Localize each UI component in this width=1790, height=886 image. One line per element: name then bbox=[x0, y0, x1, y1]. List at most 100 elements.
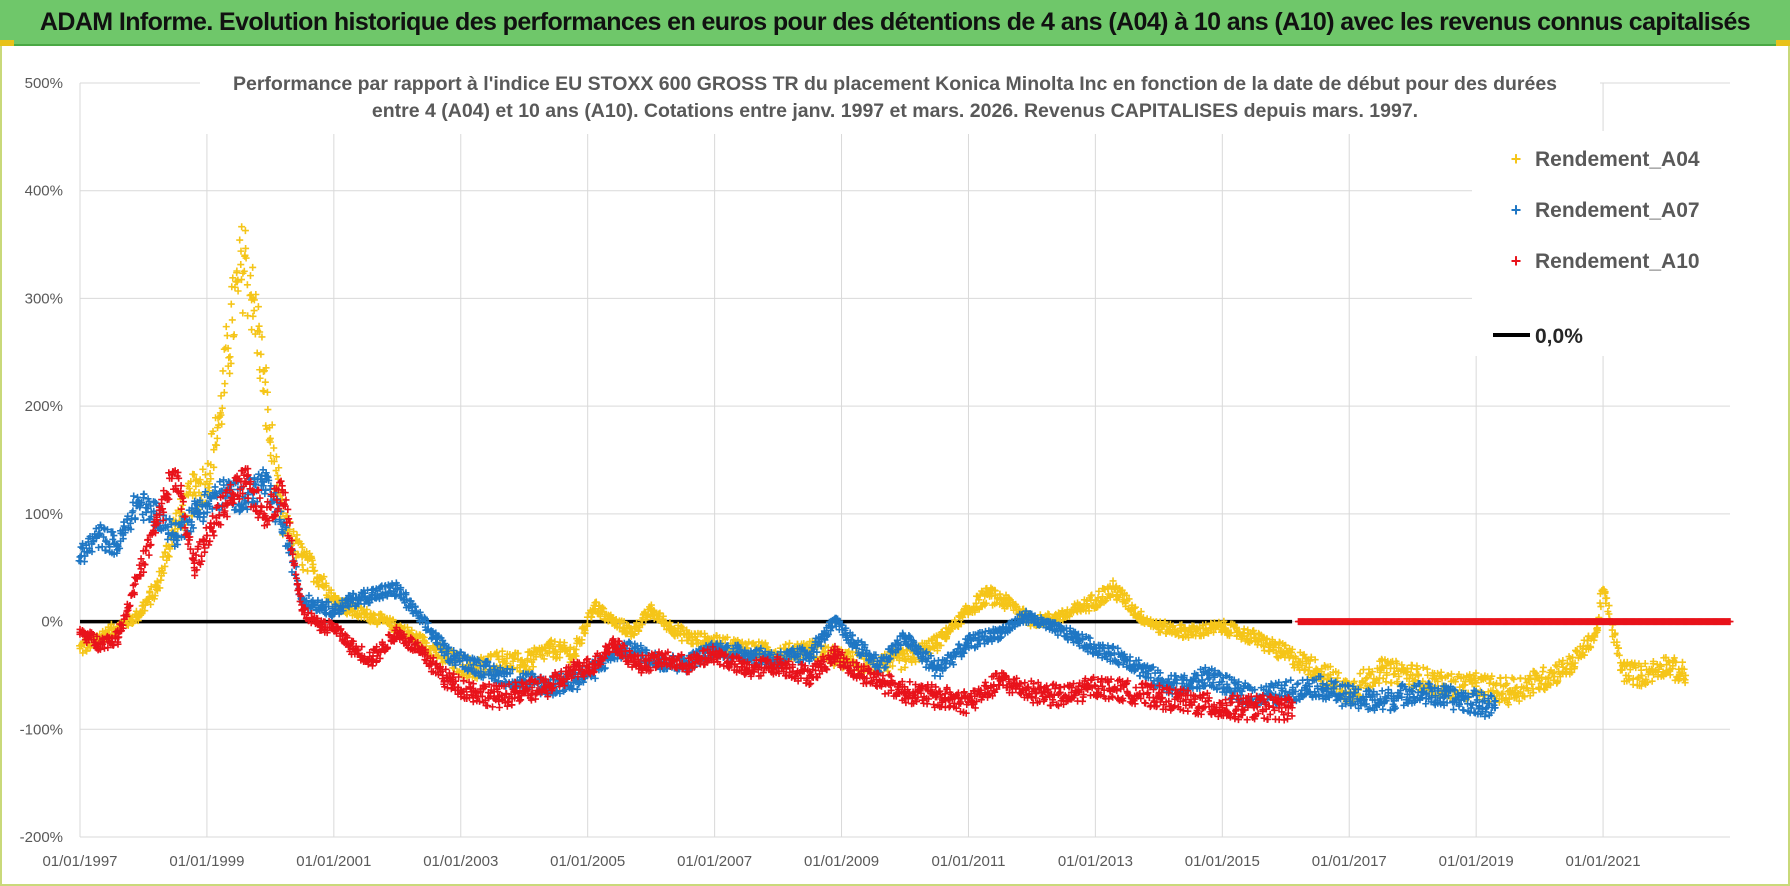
a04-point bbox=[596, 612, 604, 620]
a04-point bbox=[227, 300, 235, 308]
x-tick-label: 01/01/2021 bbox=[1566, 853, 1641, 870]
y-tick-label: 100% bbox=[25, 506, 63, 523]
a04-point bbox=[403, 623, 411, 631]
a04-point bbox=[540, 655, 548, 663]
a04-point bbox=[221, 380, 229, 388]
a07-point bbox=[130, 492, 138, 500]
a04-point bbox=[322, 582, 330, 590]
a04-point bbox=[262, 422, 270, 430]
a04-point bbox=[897, 666, 905, 674]
x-tick-label: 01/01/2007 bbox=[677, 853, 752, 870]
a04-point bbox=[250, 307, 258, 315]
a04-point bbox=[218, 420, 226, 428]
a04-point bbox=[161, 562, 169, 570]
a04-point bbox=[209, 427, 217, 435]
a04-point bbox=[254, 303, 262, 311]
y-tick-label: 200% bbox=[25, 398, 63, 415]
a04-point bbox=[572, 652, 580, 660]
a04-point bbox=[174, 525, 182, 533]
a04-point bbox=[937, 641, 945, 649]
a04-point bbox=[600, 605, 608, 613]
a04-point bbox=[982, 599, 990, 607]
a04-point bbox=[236, 236, 244, 244]
a04-point bbox=[556, 654, 564, 662]
a04-point bbox=[166, 545, 174, 553]
a04-point bbox=[297, 540, 305, 548]
a04-point bbox=[234, 287, 242, 295]
a04-point bbox=[210, 446, 218, 454]
a04-point bbox=[225, 354, 233, 362]
a04-point bbox=[552, 654, 560, 662]
a04-point bbox=[929, 643, 937, 651]
a04-point bbox=[242, 244, 250, 252]
a04-point bbox=[898, 654, 906, 662]
a04-point bbox=[264, 406, 272, 414]
a04-point bbox=[273, 471, 281, 479]
a04-point bbox=[187, 478, 195, 486]
a07-point bbox=[250, 474, 258, 482]
a04-point bbox=[889, 662, 897, 670]
a04-point bbox=[259, 368, 267, 376]
a04-point bbox=[943, 634, 951, 642]
a04-point bbox=[1419, 664, 1427, 672]
a04-point bbox=[910, 654, 918, 662]
a04-point bbox=[237, 247, 245, 255]
a04-point bbox=[290, 527, 298, 535]
a04-point bbox=[239, 309, 247, 317]
a04-point bbox=[253, 349, 261, 357]
a04-point bbox=[266, 438, 274, 446]
a04-point bbox=[219, 367, 227, 375]
a04-point bbox=[389, 616, 397, 624]
a04-point bbox=[251, 330, 259, 338]
a04-point bbox=[210, 463, 218, 471]
a04-point bbox=[620, 618, 628, 626]
a04-point bbox=[1109, 577, 1117, 585]
a04-point bbox=[330, 593, 338, 601]
a04-point bbox=[521, 662, 529, 670]
a04-point bbox=[249, 263, 257, 271]
a04-point bbox=[408, 626, 416, 634]
a04-point bbox=[514, 649, 522, 657]
a04-point bbox=[237, 261, 245, 269]
a04-point bbox=[309, 560, 317, 568]
a04-point bbox=[630, 630, 638, 638]
banner-title: ADAM Informe. Evolution historique des p… bbox=[39, 7, 1751, 36]
a04-point bbox=[227, 359, 235, 367]
a07-point bbox=[1282, 678, 1290, 686]
a04-point bbox=[222, 323, 230, 331]
a04-point bbox=[185, 484, 193, 492]
a04-point bbox=[299, 566, 307, 574]
a04-point bbox=[991, 587, 999, 595]
a04-point bbox=[1388, 679, 1396, 687]
a04-point bbox=[356, 609, 364, 617]
a04-point bbox=[581, 626, 589, 634]
a04-point bbox=[268, 421, 276, 429]
a04-point bbox=[592, 598, 600, 606]
a04-point bbox=[525, 666, 533, 674]
a04-point bbox=[256, 366, 264, 374]
a04-point bbox=[258, 333, 266, 341]
x-tick-label: 01/01/2011 bbox=[931, 853, 1005, 870]
a04-point bbox=[723, 633, 731, 641]
y-tick-label: 300% bbox=[25, 290, 63, 307]
a04-point bbox=[1109, 591, 1117, 599]
a04-point bbox=[1648, 677, 1656, 685]
y-axis-ticks: -200%-100%0%100%200%300%400%500% bbox=[20, 75, 63, 846]
a04-point bbox=[422, 639, 430, 647]
a04-point bbox=[656, 609, 664, 617]
banner-corner-left bbox=[0, 40, 14, 46]
x-tick-label: 01/01/2003 bbox=[423, 853, 498, 870]
a04-point bbox=[224, 344, 232, 352]
a04-point bbox=[233, 267, 241, 275]
a04-point bbox=[647, 601, 655, 609]
a04-point bbox=[256, 374, 264, 382]
a07-point bbox=[1449, 706, 1457, 714]
a04-point bbox=[272, 453, 280, 461]
a04-point bbox=[933, 647, 941, 655]
y-tick-label: -200% bbox=[20, 829, 63, 846]
a04-point bbox=[217, 392, 225, 400]
a04-point bbox=[679, 624, 687, 632]
a04-point bbox=[912, 658, 920, 666]
a07-point bbox=[573, 685, 581, 693]
a07-point bbox=[95, 544, 103, 552]
